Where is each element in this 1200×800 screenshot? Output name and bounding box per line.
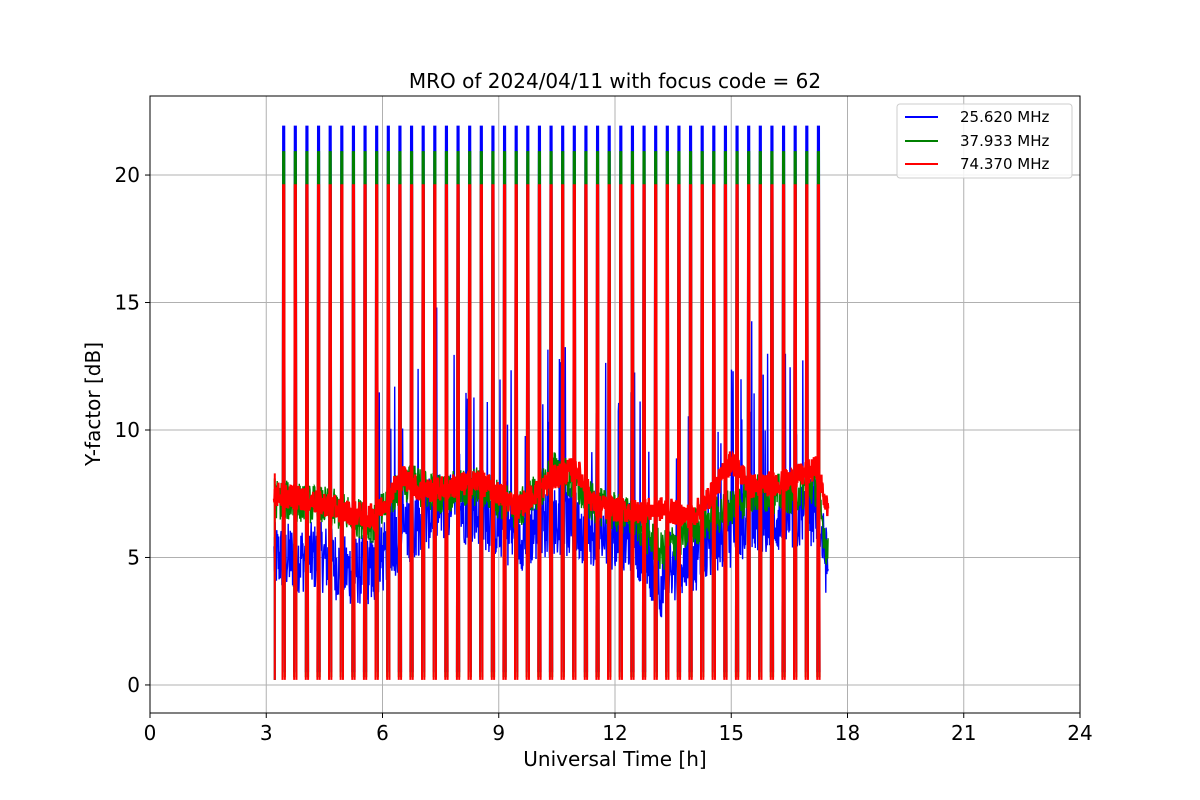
series-2-pulse xyxy=(793,184,798,680)
y-tick-label: 15 xyxy=(115,291,140,315)
series-2-pulse xyxy=(665,184,670,680)
series-2-pulse xyxy=(653,184,658,680)
series-2-pulse xyxy=(804,184,809,680)
y-tick-label: 0 xyxy=(127,673,140,697)
x-tick-label: 12 xyxy=(602,721,627,745)
y-tick-label: 10 xyxy=(115,418,140,442)
series-2 xyxy=(272,184,830,680)
series-2-pulse xyxy=(455,184,461,680)
series-2-pulse xyxy=(351,184,356,680)
series-2-pulse xyxy=(560,184,565,680)
series-2-pulse xyxy=(548,184,554,680)
x-tick-label: 9 xyxy=(492,721,505,745)
series-2-pulse xyxy=(676,184,682,680)
chart-title: MRO of 2024/04/11 with focus code = 62 xyxy=(409,69,821,93)
series-2-pulse xyxy=(293,184,298,680)
series-2-pulse xyxy=(816,184,821,680)
series-2-pulse xyxy=(734,184,740,680)
x-tick-label: 0 xyxy=(144,721,157,745)
legend-label-0: 25.620 MHz xyxy=(960,108,1049,126)
series-2-pulse xyxy=(397,184,403,680)
series-2-pulse xyxy=(746,184,751,680)
series-2-pulse xyxy=(490,184,496,680)
legend-box xyxy=(896,103,1073,179)
series-2-pulse xyxy=(374,184,379,680)
x-axis: 0 3 6 9 12 15 18 21 24 xyxy=(144,713,1093,745)
legend-label-1: 37.933 MHz xyxy=(960,132,1049,150)
series-layer xyxy=(272,125,830,680)
series-2-pulse xyxy=(514,184,519,680)
series-2-pulse xyxy=(769,184,775,680)
series-2-pulse xyxy=(688,184,693,680)
y-tick-label: 20 xyxy=(115,163,140,187)
series-2-pulse xyxy=(328,184,333,680)
series-2-pulse xyxy=(421,184,426,680)
series-2-pulse xyxy=(444,184,449,680)
series-2-pulse xyxy=(700,184,705,680)
series-2-pulse xyxy=(339,184,344,680)
series-2-pulse xyxy=(386,184,391,680)
x-tick-label: 3 xyxy=(260,721,273,745)
series-2-pulse xyxy=(502,184,507,680)
series-2-pulse xyxy=(758,184,763,680)
series-2-pulse xyxy=(304,184,310,680)
x-tick-label: 24 xyxy=(1067,721,1092,745)
y-axis-label: Y-factor [dB] xyxy=(81,342,105,467)
series-2-pulse xyxy=(641,184,647,680)
series-2-pulse xyxy=(572,184,577,680)
series-2-pulse xyxy=(362,184,368,680)
x-axis-label: Universal Time [h] xyxy=(523,747,706,771)
y-tick-label: 5 xyxy=(127,545,140,569)
series-2-pulse xyxy=(467,184,472,680)
x-tick-label: 18 xyxy=(835,721,860,745)
x-tick-label: 15 xyxy=(719,721,744,745)
series-2-pulse xyxy=(630,184,635,680)
x-tick-label: 21 xyxy=(951,721,976,745)
series-2-pulse xyxy=(316,184,321,680)
series-2-pulse xyxy=(583,184,589,680)
series-2-pulse xyxy=(537,184,542,680)
series-2-pulse xyxy=(479,184,484,680)
series-2-pulse xyxy=(723,184,728,680)
legend: 25.620 MHz 37.933 MHz 74.370 MHz xyxy=(896,103,1073,179)
x-tick-label: 6 xyxy=(376,721,389,745)
y-axis: 0 5 10 15 20 xyxy=(115,163,150,697)
series-2-pulse xyxy=(781,184,786,680)
series-2-pulse xyxy=(711,184,716,680)
series-2-pulse xyxy=(607,184,612,680)
series-2-pulse xyxy=(595,184,600,680)
series-2-pulse xyxy=(281,184,286,680)
series-2-pulse xyxy=(525,184,530,680)
series-2-pulse xyxy=(432,184,437,680)
series-2-pulse xyxy=(618,184,623,680)
series-2-pulse xyxy=(409,184,414,680)
legend-label-2: 74.370 MHz xyxy=(960,155,1049,173)
